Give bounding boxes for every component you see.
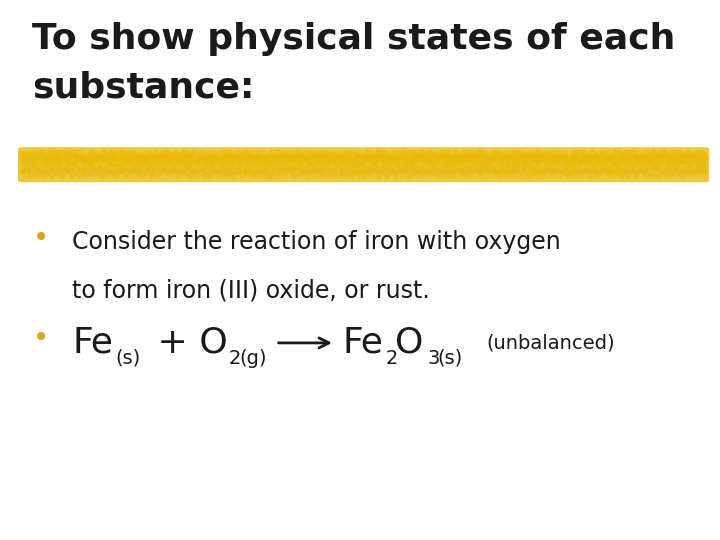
Text: To show physical states of each: To show physical states of each xyxy=(32,22,676,56)
FancyBboxPatch shape xyxy=(18,147,709,183)
Text: substance:: substance: xyxy=(32,70,255,104)
Text: 3: 3 xyxy=(428,348,440,368)
Text: + O: + O xyxy=(146,326,228,360)
Text: •: • xyxy=(32,224,49,252)
Text: O: O xyxy=(395,326,423,360)
Text: (s): (s) xyxy=(115,348,140,368)
Text: (s): (s) xyxy=(438,348,463,368)
Text: •: • xyxy=(32,323,49,352)
Text: (unbalanced): (unbalanced) xyxy=(486,333,615,353)
Text: 2: 2 xyxy=(385,348,397,368)
Text: to form iron (III) oxide, or rust.: to form iron (III) oxide, or rust. xyxy=(72,278,430,302)
Text: Consider the reaction of iron with oxygen: Consider the reaction of iron with oxyge… xyxy=(72,230,561,253)
Text: (g): (g) xyxy=(239,348,266,368)
Text: Fe: Fe xyxy=(342,326,383,360)
Text: 2: 2 xyxy=(229,348,241,368)
Text: Fe: Fe xyxy=(72,326,113,360)
